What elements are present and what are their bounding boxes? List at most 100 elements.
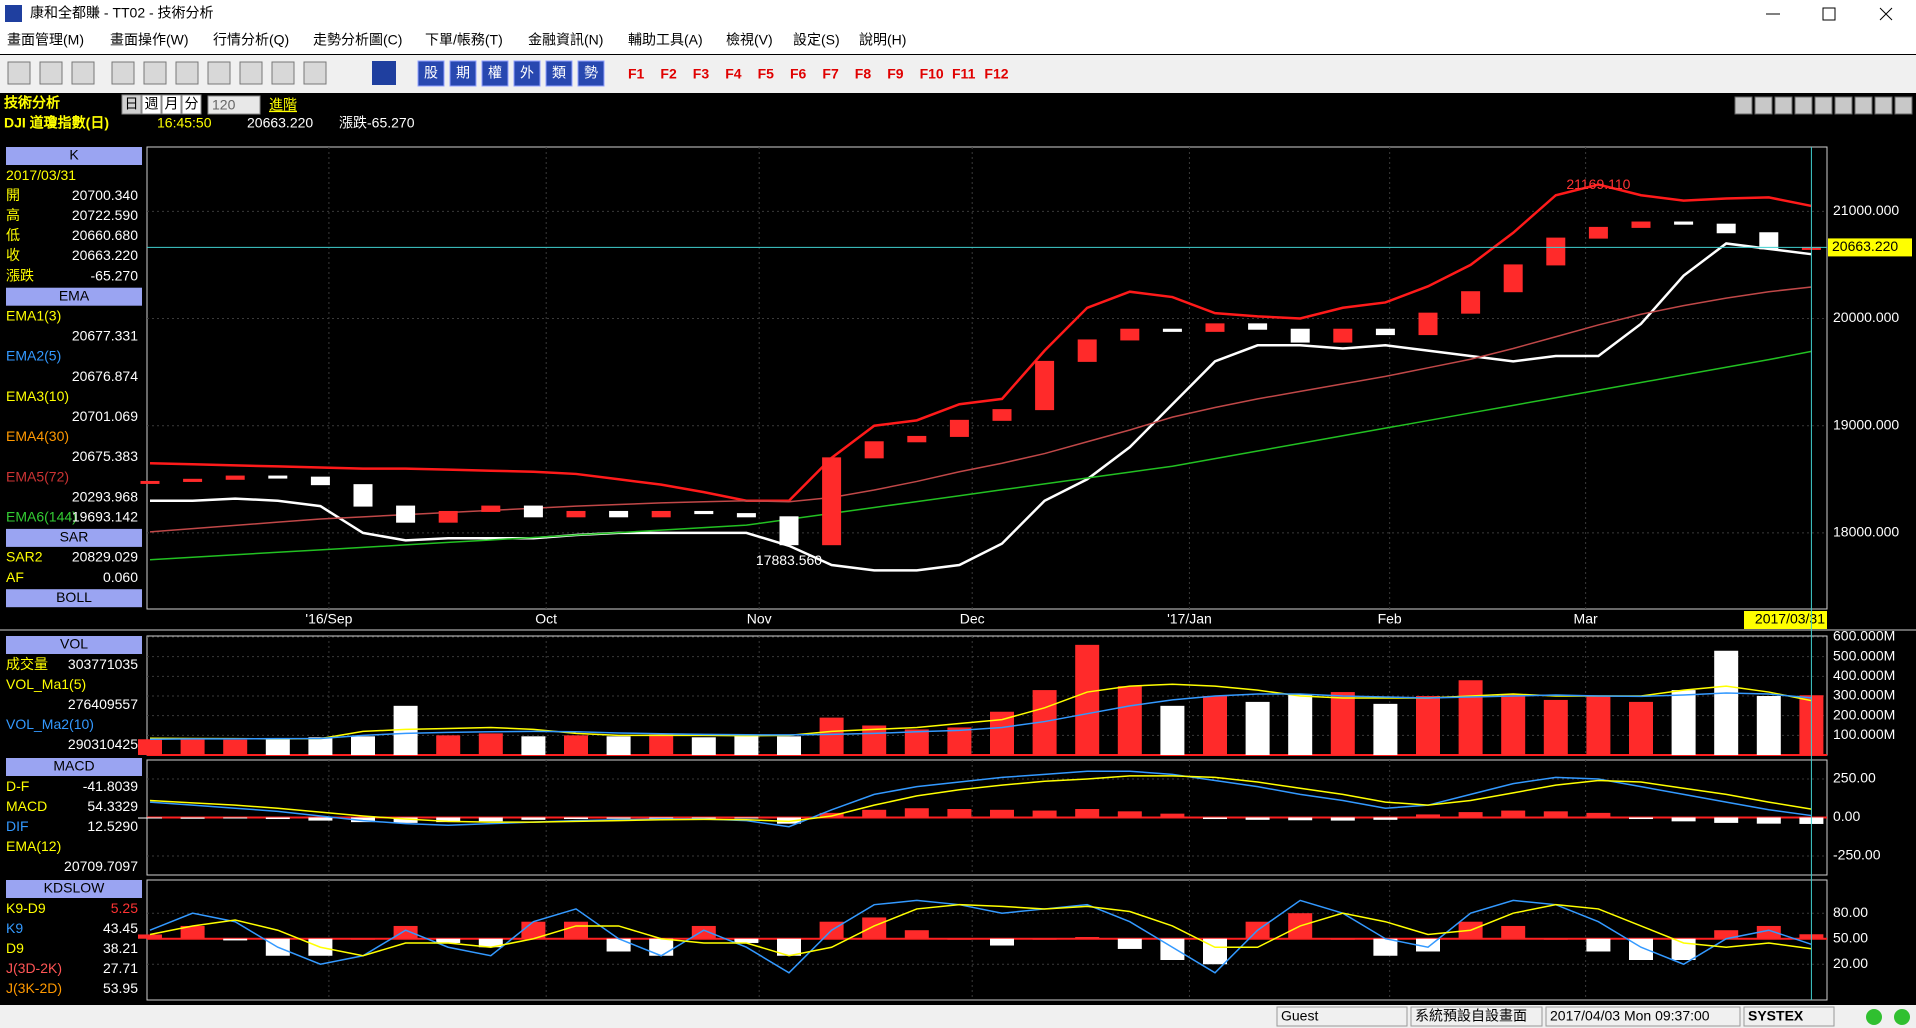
tool-icon[interactable] xyxy=(207,61,231,85)
tool-button[interactable] xyxy=(417,60,445,87)
status-cell xyxy=(1743,1006,1835,1027)
menu-item[interactable]: 金融資訊(N) xyxy=(528,32,603,48)
menu-item[interactable]: 畫面操作(W) xyxy=(110,32,189,48)
bar xyxy=(734,817,759,819)
candle xyxy=(140,480,160,484)
function-key[interactable]: F8 xyxy=(855,66,872,82)
bar xyxy=(1373,938,1398,956)
section-header-label: VOL xyxy=(60,636,88,652)
tool-button[interactable] xyxy=(545,60,573,87)
bar xyxy=(393,925,418,939)
tool-icon[interactable] xyxy=(239,61,263,85)
indicator-label: J(3D-2K) xyxy=(6,960,62,976)
tool-icon[interactable] xyxy=(39,61,63,85)
period-button[interactable] xyxy=(161,94,182,115)
bar xyxy=(1629,817,1653,820)
chart-tool[interactable] xyxy=(1894,96,1913,115)
y-tick-label: 0.00 xyxy=(1833,808,1860,824)
tool-button[interactable] xyxy=(577,60,605,87)
menu-item[interactable]: 行情分析(Q) xyxy=(213,32,289,48)
candle xyxy=(949,419,969,437)
tool-icon[interactable] xyxy=(372,61,396,85)
chart-tool[interactable] xyxy=(1814,96,1833,115)
menu-item[interactable]: 說明(H) xyxy=(859,32,906,48)
candle xyxy=(310,476,330,486)
period-button[interactable] xyxy=(121,94,142,115)
indicator-value: 20677.331 xyxy=(72,328,138,344)
function-key[interactable]: F10 xyxy=(920,66,944,82)
indicator-label: 2017/03/31 xyxy=(6,167,76,183)
chart-tool[interactable] xyxy=(1774,96,1793,115)
restore[interactable] xyxy=(1822,7,1836,21)
chart-tool[interactable] xyxy=(1874,96,1893,115)
chart-tool[interactable] xyxy=(1854,96,1873,115)
period-button[interactable] xyxy=(181,94,202,115)
indicator-value: 20709.7097 xyxy=(64,858,138,874)
menu-item[interactable]: 檢視(V) xyxy=(726,32,773,48)
status-light xyxy=(1866,1009,1882,1025)
menu-item[interactable]: 下單/帳務(T) xyxy=(425,32,503,48)
function-key[interactable]: F12 xyxy=(984,66,1008,82)
tool-icon[interactable] xyxy=(71,61,95,85)
chart-tool[interactable] xyxy=(1754,96,1773,115)
function-key[interactable]: F2 xyxy=(660,66,677,82)
indicator-label: 成交量 xyxy=(6,656,48,672)
close[interactable] xyxy=(1879,7,1893,21)
function-key[interactable]: F9 xyxy=(887,66,904,82)
menu-item[interactable]: 走勢分析圖(C) xyxy=(313,32,402,48)
bar xyxy=(777,817,801,824)
bar xyxy=(436,735,461,755)
bar xyxy=(990,809,1014,818)
tool-icon[interactable] xyxy=(175,61,199,85)
candle xyxy=(1248,323,1268,330)
tool-button[interactable] xyxy=(449,60,477,87)
cursor-date-box xyxy=(1744,611,1827,629)
bar xyxy=(1330,817,1355,821)
function-key[interactable]: F4 xyxy=(725,66,742,82)
tool-button-label: 外 xyxy=(520,65,534,81)
tool-icon[interactable] xyxy=(111,61,135,85)
menu-item[interactable]: 設定(S) xyxy=(793,32,840,48)
bar xyxy=(351,817,375,823)
candle xyxy=(481,505,501,512)
advanced[interactable]: 進階 xyxy=(269,97,297,113)
bar xyxy=(1032,810,1057,818)
period-button[interactable] xyxy=(141,94,162,115)
indicator-label: D-F xyxy=(6,778,29,794)
bar xyxy=(265,738,290,755)
status-cell xyxy=(1276,1006,1408,1027)
bar xyxy=(138,934,162,939)
tool-button-label: 期 xyxy=(456,65,470,81)
indicator-value: 12.5290 xyxy=(87,818,138,834)
count-box[interactable] xyxy=(207,95,261,115)
status-text: 系統預設自設畫面 xyxy=(1415,1008,1527,1024)
chart-tool[interactable] xyxy=(1794,96,1813,115)
tool-icon[interactable] xyxy=(303,61,327,85)
menu-bar xyxy=(0,27,1916,54)
menu-item[interactable]: 畫面管理(M) xyxy=(7,32,84,48)
tool-icon[interactable] xyxy=(143,61,167,85)
tool-button[interactable] xyxy=(513,60,541,87)
indicator-label: 收 xyxy=(6,247,20,263)
function-key[interactable]: F5 xyxy=(758,66,775,82)
function-key[interactable]: F1 xyxy=(628,66,645,82)
function-key[interactable]: F3 xyxy=(693,66,710,82)
tool-icon[interactable] xyxy=(7,61,31,85)
bar xyxy=(990,938,1014,946)
candle xyxy=(1588,226,1608,239)
y-tick-label: 80.00 xyxy=(1833,904,1868,920)
menu-item[interactable]: 輔助工具(A) xyxy=(628,32,703,48)
tool-icon[interactable] xyxy=(271,61,295,85)
indicator-label: EMA5(72) xyxy=(6,468,69,484)
tool-button[interactable] xyxy=(481,60,509,87)
chart-tool[interactable] xyxy=(1734,96,1753,115)
chart-tool[interactable] xyxy=(1834,96,1853,115)
bar xyxy=(1586,812,1611,818)
indicator-value: 0.060 xyxy=(103,569,138,585)
bar xyxy=(819,717,844,755)
function-key[interactable]: F11 xyxy=(952,66,976,82)
function-key[interactable]: F6 xyxy=(790,66,807,82)
indicator-label: EMA6(144) xyxy=(6,509,77,525)
function-key[interactable]: F7 xyxy=(822,66,839,82)
